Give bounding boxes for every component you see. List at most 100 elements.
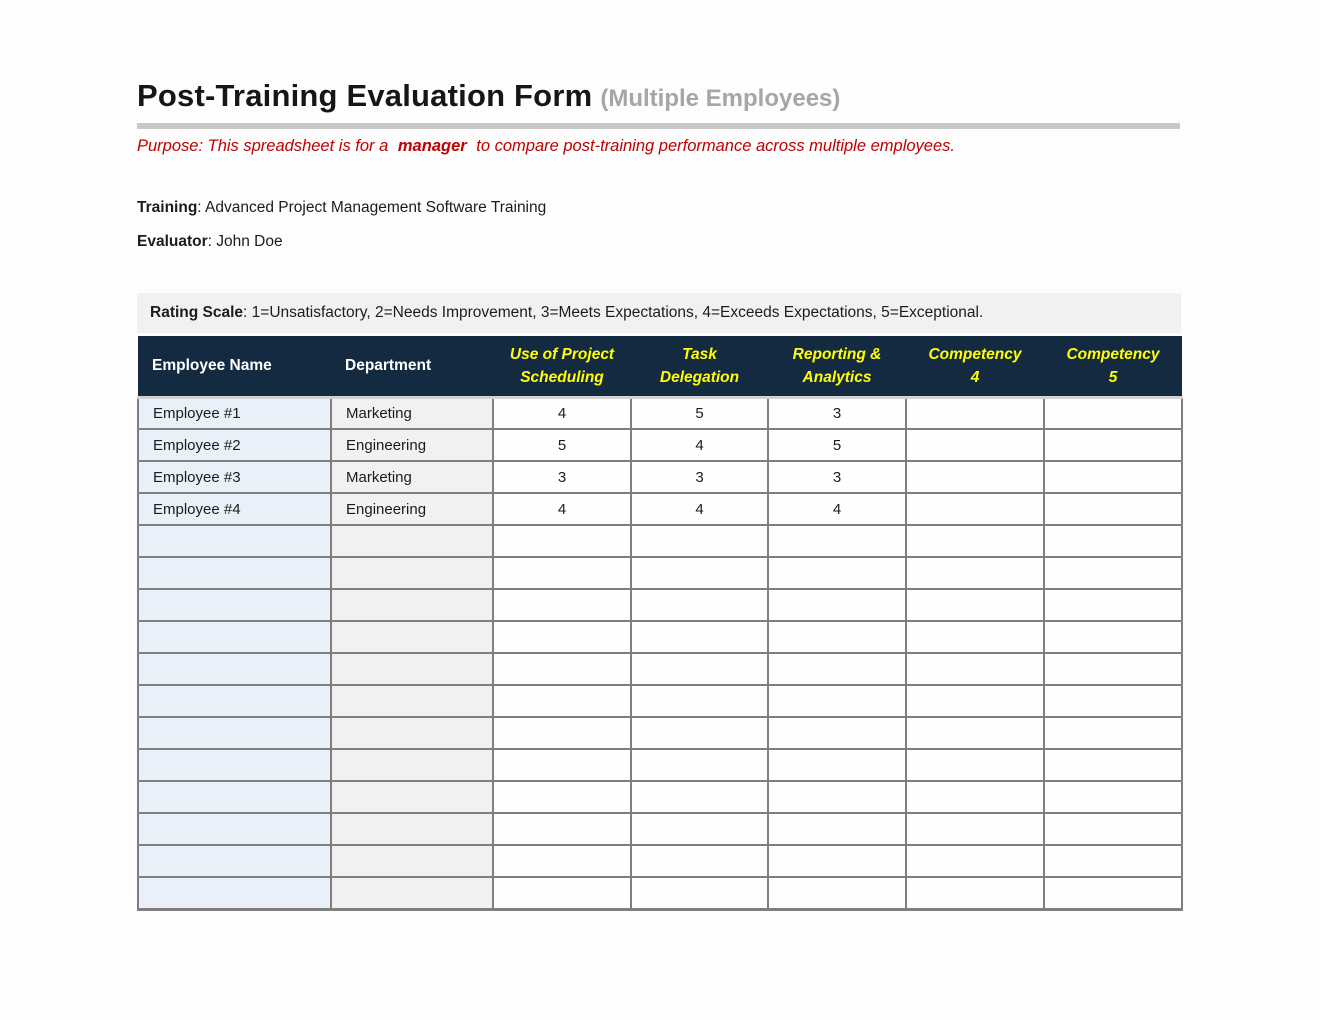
- cell-rating[interactable]: [492, 588, 632, 622]
- cell-department[interactable]: Engineering: [330, 428, 494, 462]
- cell-rating[interactable]: [1043, 428, 1183, 462]
- cell-rating[interactable]: [492, 652, 632, 686]
- cell-department[interactable]: Marketing: [330, 396, 494, 430]
- cell-rating[interactable]: [492, 684, 632, 718]
- cell-rating[interactable]: [1043, 396, 1183, 430]
- cell-rating[interactable]: [630, 556, 769, 590]
- cell-department[interactable]: [330, 716, 494, 750]
- cell-rating[interactable]: [630, 876, 769, 911]
- cell-rating[interactable]: [630, 780, 769, 814]
- cell-rating[interactable]: [1043, 524, 1183, 558]
- cell-rating[interactable]: [630, 716, 769, 750]
- cell-rating[interactable]: [767, 588, 907, 622]
- cell-rating[interactable]: 4: [630, 492, 769, 526]
- cell-rating[interactable]: [905, 492, 1045, 526]
- cell-rating[interactable]: 5: [492, 428, 632, 462]
- cell-department[interactable]: [330, 588, 494, 622]
- cell-department[interactable]: [330, 748, 494, 782]
- cell-rating[interactable]: [492, 716, 632, 750]
- cell-rating[interactable]: [630, 748, 769, 782]
- cell-rating[interactable]: [630, 588, 769, 622]
- cell-rating[interactable]: [905, 748, 1045, 782]
- cell-rating[interactable]: 3: [767, 460, 907, 494]
- cell-rating[interactable]: [492, 780, 632, 814]
- cell-rating[interactable]: [767, 652, 907, 686]
- cell-rating[interactable]: [630, 652, 769, 686]
- cell-department[interactable]: [330, 684, 494, 718]
- cell-department[interactable]: Engineering: [330, 492, 494, 526]
- cell-rating[interactable]: [905, 428, 1045, 462]
- cell-rating[interactable]: [767, 748, 907, 782]
- cell-department[interactable]: Marketing: [330, 460, 494, 494]
- cell-rating[interactable]: [767, 556, 907, 590]
- cell-employee-name[interactable]: Employee #3: [137, 460, 332, 494]
- cell-rating[interactable]: 3: [767, 396, 907, 430]
- cell-rating[interactable]: [492, 748, 632, 782]
- cell-rating[interactable]: [905, 556, 1045, 590]
- cell-rating[interactable]: [905, 716, 1045, 750]
- cell-rating[interactable]: [630, 684, 769, 718]
- cell-rating[interactable]: [1043, 460, 1183, 494]
- cell-rating[interactable]: 3: [630, 460, 769, 494]
- cell-employee-name[interactable]: [137, 684, 332, 718]
- cell-rating[interactable]: [1043, 780, 1183, 814]
- cell-employee-name[interactable]: [137, 588, 332, 622]
- cell-employee-name[interactable]: [137, 844, 332, 878]
- cell-rating[interactable]: [767, 876, 907, 911]
- cell-rating[interactable]: [1043, 652, 1183, 686]
- cell-rating[interactable]: [905, 460, 1045, 494]
- cell-rating[interactable]: [492, 620, 632, 654]
- cell-rating[interactable]: [767, 716, 907, 750]
- cell-rating[interactable]: 4: [630, 428, 769, 462]
- cell-rating[interactable]: [492, 876, 632, 911]
- cell-department[interactable]: [330, 620, 494, 654]
- cell-rating[interactable]: [905, 652, 1045, 686]
- cell-employee-name[interactable]: [137, 876, 332, 911]
- cell-employee-name[interactable]: [137, 524, 332, 558]
- cell-employee-name[interactable]: [137, 748, 332, 782]
- cell-rating[interactable]: [1043, 556, 1183, 590]
- cell-rating[interactable]: 4: [767, 492, 907, 526]
- cell-department[interactable]: [330, 780, 494, 814]
- cell-rating[interactable]: [492, 556, 632, 590]
- cell-rating[interactable]: 4: [492, 492, 632, 526]
- cell-employee-name[interactable]: [137, 812, 332, 846]
- cell-rating[interactable]: 3: [492, 460, 632, 494]
- cell-employee-name[interactable]: [137, 780, 332, 814]
- cell-rating[interactable]: [767, 620, 907, 654]
- cell-rating[interactable]: [1043, 716, 1183, 750]
- cell-rating[interactable]: [905, 684, 1045, 718]
- cell-employee-name[interactable]: Employee #1: [137, 396, 332, 430]
- cell-rating[interactable]: [905, 812, 1045, 846]
- cell-rating[interactable]: [905, 844, 1045, 878]
- cell-rating[interactable]: 5: [630, 396, 769, 430]
- cell-rating[interactable]: [1043, 844, 1183, 878]
- cell-rating[interactable]: [905, 524, 1045, 558]
- cell-rating[interactable]: [1043, 748, 1183, 782]
- cell-rating[interactable]: [630, 620, 769, 654]
- cell-rating[interactable]: [767, 844, 907, 878]
- cell-rating[interactable]: [630, 524, 769, 558]
- cell-rating[interactable]: 4: [492, 396, 632, 430]
- cell-rating[interactable]: [492, 844, 632, 878]
- cell-rating[interactable]: [905, 780, 1045, 814]
- cell-department[interactable]: [330, 652, 494, 686]
- cell-rating[interactable]: [1043, 812, 1183, 846]
- cell-rating[interactable]: [767, 780, 907, 814]
- cell-rating[interactable]: [1043, 492, 1183, 526]
- cell-rating[interactable]: [905, 396, 1045, 430]
- cell-employee-name[interactable]: [137, 652, 332, 686]
- cell-employee-name[interactable]: [137, 556, 332, 590]
- cell-rating[interactable]: 5: [767, 428, 907, 462]
- cell-rating[interactable]: [1043, 876, 1183, 911]
- cell-rating[interactable]: [630, 844, 769, 878]
- cell-rating[interactable]: [492, 524, 632, 558]
- cell-department[interactable]: [330, 876, 494, 911]
- cell-department[interactable]: [330, 812, 494, 846]
- cell-rating[interactable]: [905, 876, 1045, 911]
- cell-rating[interactable]: [1043, 588, 1183, 622]
- cell-rating[interactable]: [1043, 620, 1183, 654]
- cell-rating[interactable]: [767, 524, 907, 558]
- cell-rating[interactable]: [630, 812, 769, 846]
- cell-employee-name[interactable]: [137, 620, 332, 654]
